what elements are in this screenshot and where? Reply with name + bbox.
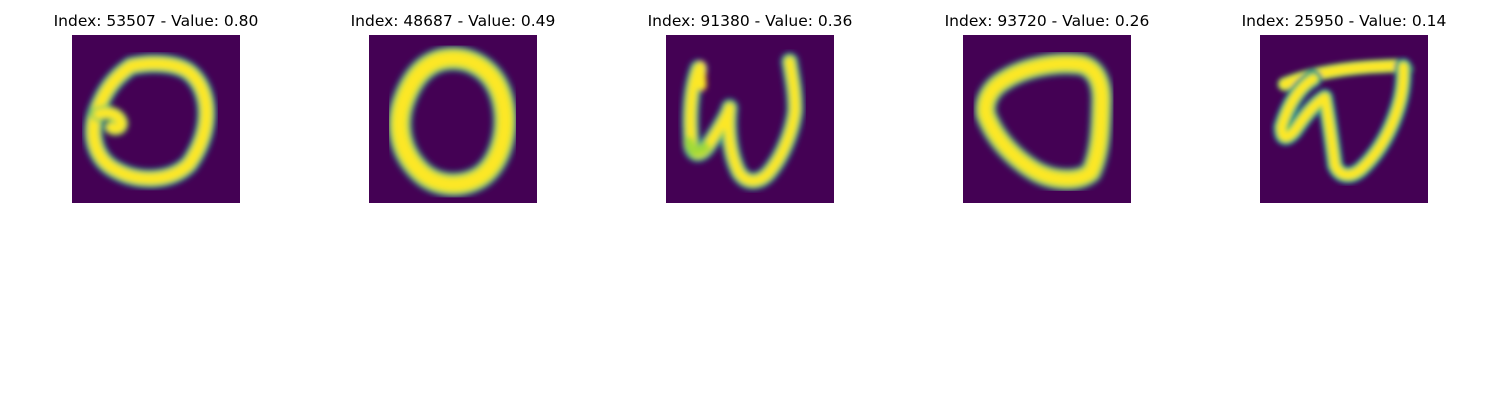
image-panel-2: Index: 48687 - Value: 0.49	[323, 0, 583, 210]
digit-image	[1260, 35, 1428, 203]
panel-title: Index: 48687 - Value: 0.49	[350, 12, 556, 30]
panel-title: Index: 25950 - Value: 0.14	[1241, 12, 1447, 30]
digit-image	[666, 35, 834, 203]
digit-image	[369, 35, 537, 203]
panel-title: Index: 91380 - Value: 0.36	[647, 12, 853, 30]
image-panel-4: Index: 93720 - Value: 0.26	[917, 0, 1177, 210]
digit-image	[72, 35, 240, 203]
image-panel-1: Index: 53507 - Value: 0.80	[26, 0, 286, 210]
panel-title: Index: 53507 - Value: 0.80	[53, 12, 259, 30]
panel-title: Index: 93720 - Value: 0.26	[944, 12, 1150, 30]
image-panel-3: Index: 91380 - Value: 0.36	[620, 0, 880, 210]
image-panel-5: Index: 25950 - Value: 0.14	[1214, 0, 1474, 210]
digit-image	[963, 35, 1131, 203]
